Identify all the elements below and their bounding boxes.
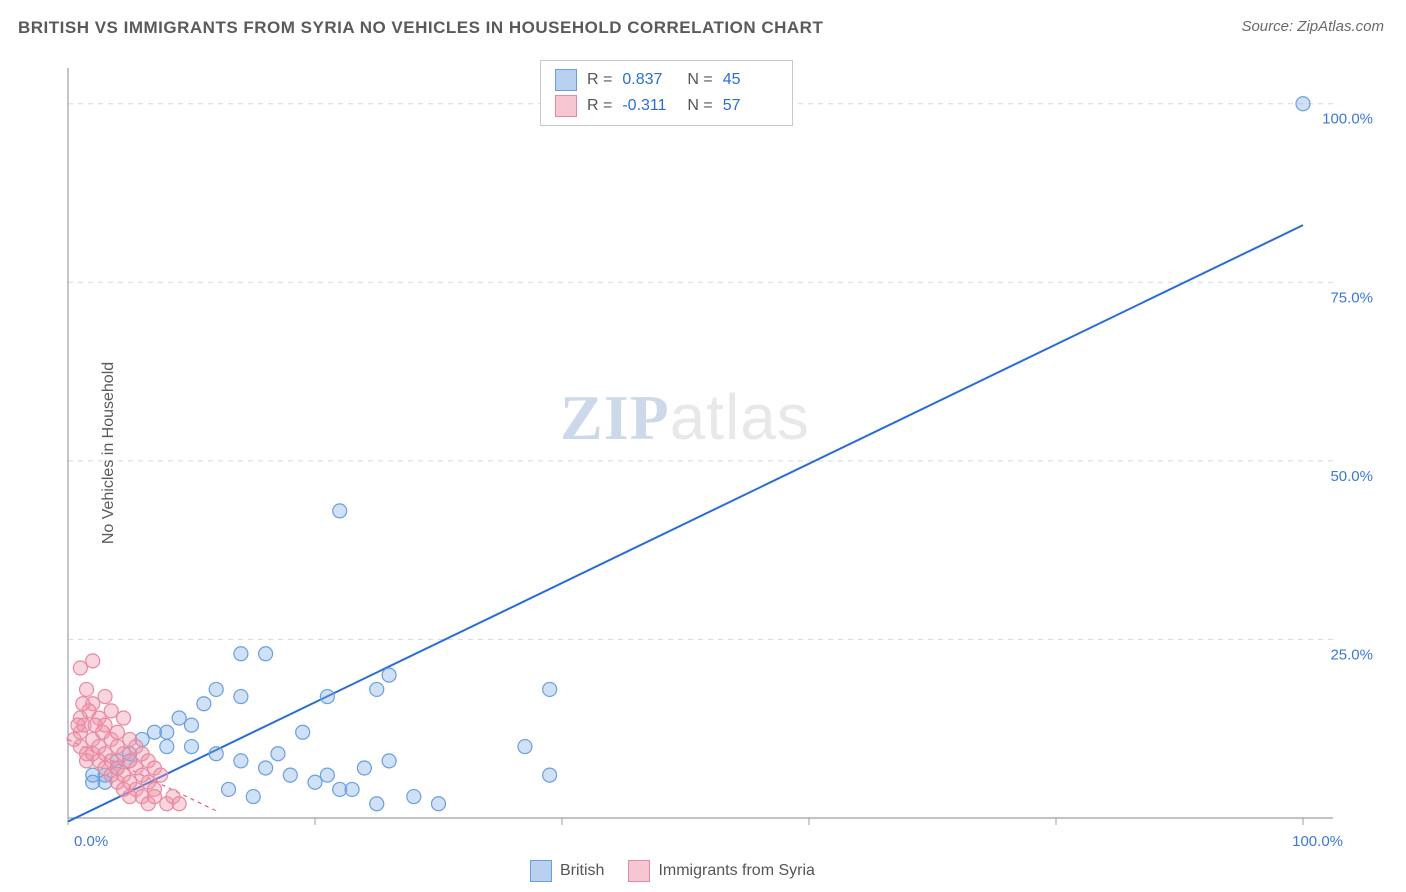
r-value: -0.311 — [622, 97, 677, 115]
r-label: R = — [587, 97, 612, 115]
n-value: 57 — [723, 97, 778, 115]
svg-text:50.0%: 50.0% — [1330, 468, 1373, 485]
legend-label: British — [560, 862, 604, 880]
svg-text:0.0%: 0.0% — [74, 833, 108, 848]
correlation-scatter-chart: 25.0% 50.0% 75.0% 100.0% 0.0% 100.0% — [48, 58, 1378, 848]
r-value: 0.837 — [622, 71, 677, 89]
stats-row: R = -0.311 N = 57 — [555, 93, 778, 119]
legend-swatch — [555, 69, 577, 91]
n-label: N = — [687, 71, 712, 89]
r-label: R = — [587, 71, 612, 89]
legend-swatch — [555, 95, 577, 117]
chart-container: No Vehicles in Household 25.0% 50.0% 75.0%… — [48, 58, 1378, 848]
svg-text:100.0%: 100.0% — [1322, 111, 1373, 128]
n-value: 45 — [723, 71, 778, 89]
legend-swatch — [628, 860, 650, 882]
n-label: N = — [687, 97, 712, 115]
legend-swatch — [530, 860, 552, 882]
svg-text:100.0%: 100.0% — [1292, 833, 1343, 848]
source-label: Source: ZipAtlas.com — [1241, 18, 1384, 35]
svg-text:25.0%: 25.0% — [1330, 646, 1373, 663]
legend-item: British — [530, 860, 604, 882]
legend-label: Immigrants from Syria — [658, 862, 814, 880]
stats-row: R = 0.837 N = 45 — [555, 67, 778, 93]
page-title: BRITISH VS IMMIGRANTS FROM SYRIA NO VEHI… — [18, 18, 823, 38]
y-axis-label: No Vehicles in Household — [100, 362, 118, 544]
svg-text:75.0%: 75.0% — [1330, 289, 1373, 306]
legend-item: Immigrants from Syria — [628, 860, 814, 882]
stats-legend: R = 0.837 N = 45 R = -0.311 N = 57 — [540, 60, 793, 126]
series-legend: British Immigrants from Syria — [530, 860, 815, 882]
